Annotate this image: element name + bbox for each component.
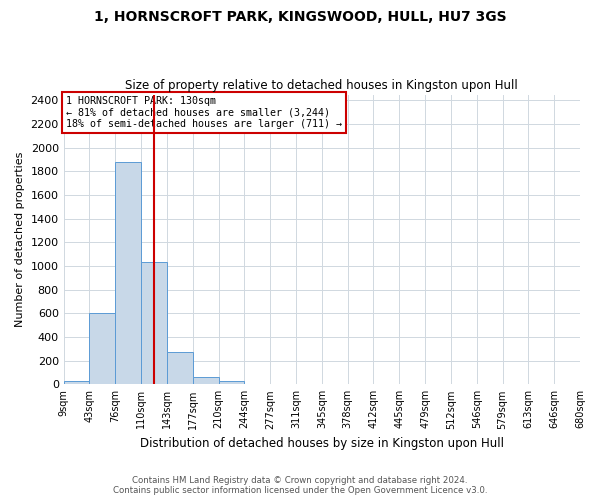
Bar — [89, 314, 115, 384]
Bar — [141, 262, 167, 384]
Text: 1 HORNSCROFT PARK: 130sqm
← 81% of detached houses are smaller (3,244)
18% of se: 1 HORNSCROFT PARK: 130sqm ← 81% of detac… — [66, 96, 342, 129]
Title: Size of property relative to detached houses in Kingston upon Hull: Size of property relative to detached ho… — [125, 79, 518, 92]
Bar — [167, 352, 193, 384]
Bar — [115, 162, 141, 384]
X-axis label: Distribution of detached houses by size in Kingston upon Hull: Distribution of detached houses by size … — [140, 437, 504, 450]
Bar — [193, 377, 218, 384]
Text: Contains HM Land Registry data © Crown copyright and database right 2024.
Contai: Contains HM Land Registry data © Crown c… — [113, 476, 487, 495]
Bar — [64, 382, 89, 384]
Y-axis label: Number of detached properties: Number of detached properties — [15, 152, 25, 327]
Text: 1, HORNSCROFT PARK, KINGSWOOD, HULL, HU7 3GS: 1, HORNSCROFT PARK, KINGSWOOD, HULL, HU7… — [94, 10, 506, 24]
Bar — [218, 381, 244, 384]
